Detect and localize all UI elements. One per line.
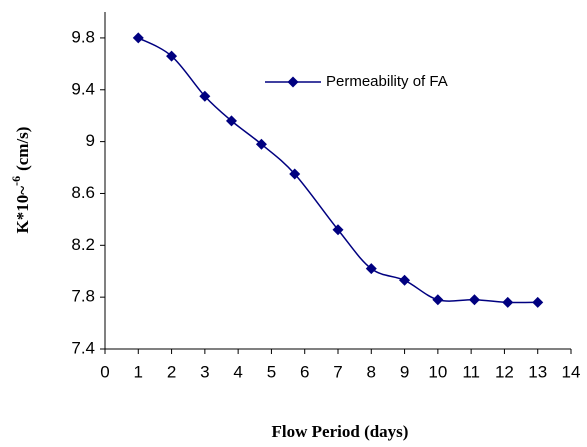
x-tick-label: 3 xyxy=(200,362,209,381)
x-tick-label: 9 xyxy=(400,362,409,381)
data-point xyxy=(199,90,211,102)
x-tick-label: 5 xyxy=(267,362,276,381)
y-tick-label: 7.8 xyxy=(71,287,95,306)
x-tick-label: 7 xyxy=(333,362,342,381)
data-point xyxy=(225,115,237,127)
data-point xyxy=(166,50,178,62)
y-axis-title-base: K*10~ xyxy=(13,186,32,234)
data-point xyxy=(432,294,444,306)
x-axis-title: Flow Period (days) xyxy=(272,422,409,441)
data-point xyxy=(332,224,344,236)
data-point xyxy=(255,138,267,150)
data-point xyxy=(502,296,514,308)
data-point xyxy=(399,274,411,286)
x-tick-label: 10 xyxy=(428,362,447,381)
x-tick-label: 2 xyxy=(167,362,176,381)
x-tick-label: 11 xyxy=(462,362,480,381)
y-tick-label: 9 xyxy=(86,131,95,150)
y-axis-title-sup: -6 xyxy=(9,176,23,186)
x-tick-label: 6 xyxy=(300,362,309,381)
legend-marker xyxy=(287,76,299,88)
y-axis-title-unit: (cm/s) xyxy=(13,127,32,171)
x-tick-label: 0 xyxy=(100,362,109,381)
legend-label: Permeability of FA xyxy=(326,73,448,90)
y-tick-label: 9.8 xyxy=(71,27,95,46)
x-tick-label: 8 xyxy=(367,362,376,381)
data-point xyxy=(532,296,544,308)
x-tick-label: 12 xyxy=(495,362,514,381)
data-point xyxy=(132,32,144,44)
x-tick-label: 13 xyxy=(528,362,547,381)
y-tick-label: 8.2 xyxy=(71,235,95,254)
y-tick-label: 8.6 xyxy=(71,183,95,202)
x-tick-label: 1 xyxy=(134,362,143,381)
x-tick-label: 14 xyxy=(562,362,581,381)
data-point xyxy=(365,263,377,275)
y-axis-title: K*10~-6 (cm/s) xyxy=(9,127,32,234)
x-tick-label: 4 xyxy=(233,362,242,381)
data-point xyxy=(468,294,480,306)
y-tick-label: 9.4 xyxy=(71,79,95,98)
y-tick-label: 7.4 xyxy=(71,338,95,357)
data-point xyxy=(289,168,301,180)
